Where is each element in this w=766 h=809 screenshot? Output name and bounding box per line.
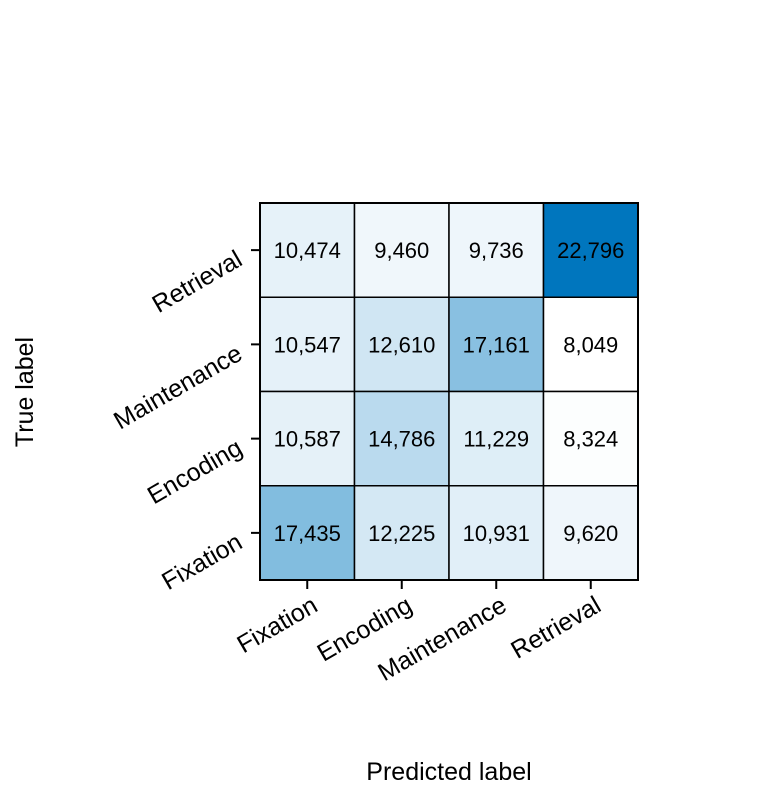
cell-value-label: 17,161	[463, 332, 530, 357]
cell-value-label: 12,610	[368, 332, 435, 357]
y-tick-label: Maintenance	[109, 339, 247, 435]
heatmap-cell	[542, 296, 639, 393]
y-tick-label: Encoding	[143, 434, 247, 510]
plot-frame	[259, 202, 639, 581]
heatmap-cell	[353, 296, 450, 393]
cell-value-label: 9,460	[374, 238, 429, 263]
y-axis-title: True label	[11, 337, 39, 447]
x-axis-title: Predicted label	[366, 758, 531, 786]
cell-value-label: 9,620	[563, 521, 618, 546]
heatmap-cell	[542, 390, 639, 487]
heatmap-cell	[542, 202, 639, 298]
cell-value-label: 9,736	[469, 238, 524, 263]
heatmap-cell	[353, 485, 450, 581]
heatmap-cell	[542, 485, 639, 581]
cell-value-label: 14,786	[368, 427, 435, 452]
cell-value-label: 10,931	[463, 521, 530, 546]
heatmap-cell	[353, 390, 450, 487]
heatmap-cells: 10,474 9,460 9,736 22,796 10,547 12,610 17,161…	[259, 202, 639, 581]
x-tick-label: Retrieval	[506, 591, 605, 665]
cell-value-label: 10,474	[274, 238, 341, 263]
x-tick-label: Fixation	[232, 591, 322, 659]
heatmap-cell	[259, 202, 356, 298]
y-tick-label: Fixation	[157, 528, 247, 596]
cell-value-label: 22,796	[557, 238, 624, 263]
cell-value-label: 8,049	[563, 332, 618, 357]
cell-value-label: 8,324	[563, 427, 618, 452]
cell-value-label: 10,547	[274, 332, 341, 357]
cell-value-label: 11,229	[463, 427, 529, 452]
heatmap-cell	[353, 202, 450, 298]
y-tick-label: Retrieval	[148, 245, 247, 319]
cell-value-label: 10,587	[274, 427, 341, 452]
cell-value-label: 12,225	[368, 521, 435, 546]
cell-value-label: 17,435	[274, 521, 341, 546]
